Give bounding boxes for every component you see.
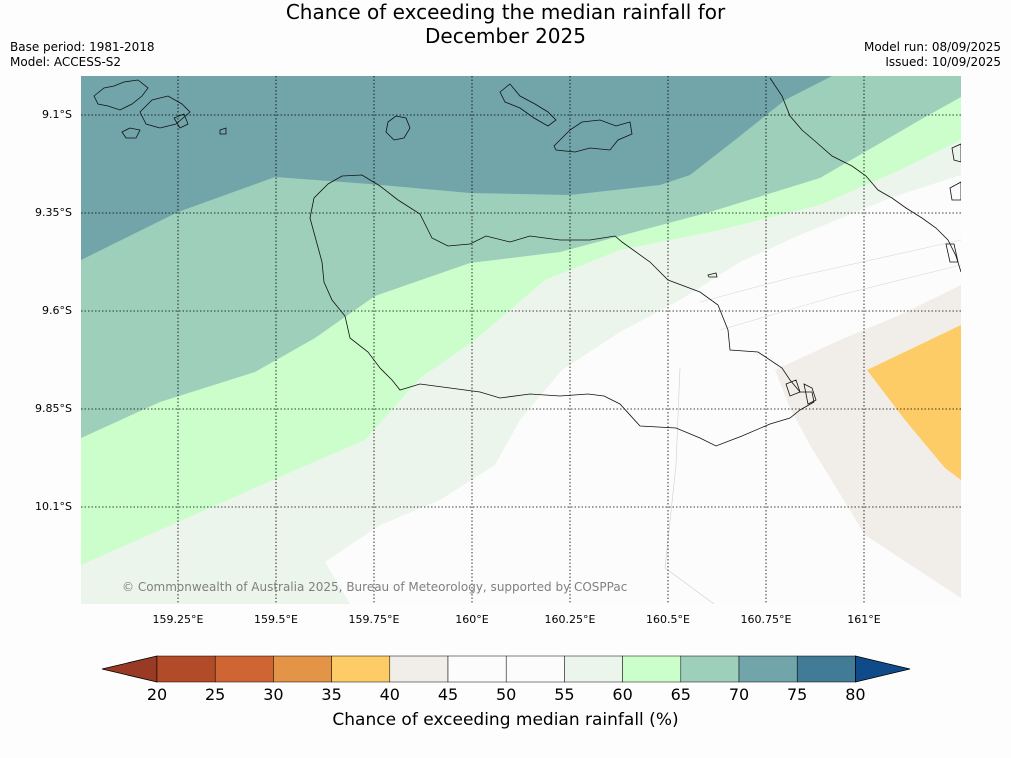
base-period: Base period: 1981-2018 xyxy=(10,40,155,54)
meta-left: Base period: 1981-2018 Model: ACCESS-S2 xyxy=(10,40,155,70)
lon-label-1: 159.25°E xyxy=(152,613,204,626)
colorbar-tick-label: 35 xyxy=(321,685,342,704)
colorbar-tick-label: 70 xyxy=(728,685,750,704)
issued-date: Issued: 10/09/2025 xyxy=(885,55,1001,69)
colorbar-segment xyxy=(389,655,449,683)
lon-label-5: 160.25°E xyxy=(544,613,596,626)
colorbar-tick-label: 50 xyxy=(496,685,517,704)
model-name: Model: ACCESS-S2 xyxy=(10,55,122,69)
colorbar-title: Chance of exceeding median rainfall (%) xyxy=(332,710,679,730)
lat-label-2: 9.35°S xyxy=(35,206,72,219)
colorbar-tick-label: 55 xyxy=(554,685,575,704)
colorbar-tick-label: 60 xyxy=(612,685,633,704)
rainfall-contours xyxy=(81,76,961,604)
lat-label-1: 9.1°S xyxy=(42,108,72,121)
lat-label-4: 9.85°S xyxy=(35,402,72,415)
colorbar-segment xyxy=(331,655,391,683)
colorbar-segment xyxy=(214,655,274,683)
colorbar-segment xyxy=(622,655,682,683)
band-70-75 xyxy=(81,76,832,260)
main-island-outline xyxy=(309,174,815,447)
copyright-notice: © Commonwealth of Australia 2025, Bureau… xyxy=(122,580,628,594)
colorbar-tick-label: 30 xyxy=(263,685,284,704)
map-title: Chance of exceeding the median rainfall … xyxy=(0,0,1011,48)
lon-label-6: 160.5°E xyxy=(646,613,690,626)
colorbar-tick-label: 75 xyxy=(787,685,808,704)
model-run: Model run: 08/09/2025 xyxy=(863,40,1001,54)
colorbar-arrow-high xyxy=(855,655,911,683)
colorbar-tick-label: 40 xyxy=(379,685,400,704)
colorbar-arrow-low xyxy=(101,655,158,683)
colorbar xyxy=(101,655,911,683)
lat-label-3: 9.6°S xyxy=(42,304,72,317)
colorbar-tick-label: 20 xyxy=(146,685,168,704)
colorbar-segment xyxy=(273,655,332,683)
malaita-coast xyxy=(769,77,961,273)
northern-islands xyxy=(553,119,633,153)
lat-label-5: 10.1°S xyxy=(35,500,72,513)
colorbar-segment xyxy=(680,655,740,683)
colorbar-segment xyxy=(505,655,565,683)
colorbar-segment xyxy=(156,655,216,683)
title-line-2: December 2025 xyxy=(425,24,586,48)
coastlines xyxy=(93,77,961,447)
colorbar-tick-label: 65 xyxy=(670,685,691,704)
colorbar-segment xyxy=(796,655,856,683)
colorbar-tick-label: 45 xyxy=(437,685,459,704)
lon-label-3: 159.75°E xyxy=(348,613,400,626)
lon-label-7: 160.75°E xyxy=(740,613,792,626)
graticule xyxy=(81,76,961,604)
band-35-40 xyxy=(867,325,961,480)
meta-right: Model run: 08/09/2025 Issued: 10/09/2025 xyxy=(864,40,1001,70)
colorbar-segment xyxy=(447,655,507,683)
colorbar-segment xyxy=(738,655,798,683)
lon-label-4: 160°E xyxy=(455,613,489,626)
lon-label-8: 161°E xyxy=(847,613,881,626)
colorbar-tick-label: 25 xyxy=(205,685,226,704)
colorbar-tick-label: 80 xyxy=(845,685,866,704)
colorbar-segment xyxy=(564,655,623,683)
title-line-1: Chance of exceeding the median rainfall … xyxy=(285,0,726,24)
lon-label-2: 159.5°E xyxy=(254,613,298,626)
